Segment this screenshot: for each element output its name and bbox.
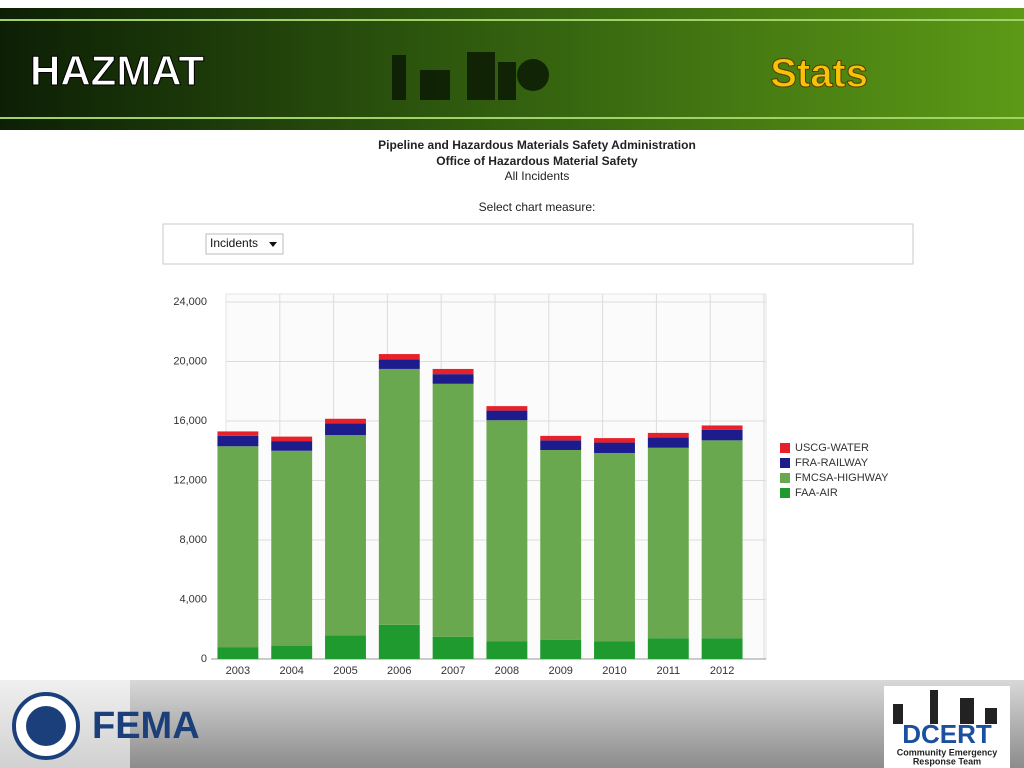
bar-segment [540,435,582,441]
cert-caption: Response Team [913,756,981,766]
x-tick-label: 2008 [495,665,519,677]
bar-segment [647,437,689,448]
bar-segment [432,368,474,375]
footer-band [0,680,1024,768]
bar-segment [701,440,743,639]
bar-segment [378,368,420,625]
chart-title: Pipeline and Hazardous Materials Safety … [378,138,696,152]
skyline [392,52,549,100]
bar-segment [325,635,366,659]
bar-segment [325,418,366,424]
legend-swatch [780,458,790,468]
section-title: Stats [770,52,868,96]
control-label: Select chart measure: [479,200,596,214]
legend-label: FMCSA-HIGHWAY [795,472,889,484]
y-tick-label: 8,000 [179,534,207,546]
bar-segment [378,624,420,659]
y-tick-label: 16,000 [173,415,207,427]
bar-segment [486,420,528,642]
bar-segment [217,431,259,436]
bar-segment [647,447,689,639]
bar-segment [540,639,582,659]
dropdown-arrow[interactable] [269,242,277,247]
annotation: All Incidents [505,169,570,183]
x-tick-label: 2005 [333,665,357,677]
x-tick-label: 2006 [387,665,411,677]
bar-segment [540,440,582,451]
chart-subtitle: Office of Hazardous Material Safety [436,154,638,168]
bar-segment [701,429,743,441]
bar-segment [594,438,635,443]
x-tick-label: 2011 [656,665,680,677]
bar-segment [378,354,420,360]
x-tick-label: 2007 [441,665,465,677]
bar-segment [486,410,528,421]
x-tick-label: 2003 [226,665,250,677]
bar-segment [486,641,528,659]
x-tick-label: 2009 [548,665,572,677]
legend-label: USCG-WATER [795,442,869,454]
bar-segment [486,406,528,411]
bar-segment [217,446,259,648]
bar-segment [647,432,689,438]
dropdown-value[interactable]: Incidents [210,236,258,250]
control-box [162,223,914,265]
cert-caption: Community Emergency [897,747,998,757]
cert-logo-box [884,686,1010,768]
fema-logo: FEMA [92,705,200,747]
cert-logo: DCERT [902,719,992,749]
bar-segment [432,374,474,384]
dhs-seal-center [26,706,66,746]
bar-segment [701,425,743,430]
bar-segment [271,450,313,646]
bar-segment [325,423,366,436]
slide-title: HAZMAT [30,47,205,94]
cert-skyline [893,690,997,724]
bar-segment [432,383,474,637]
bar-segment [378,359,420,369]
legend-swatch [780,488,790,498]
bar-segment [594,442,635,453]
bar-segment [217,435,259,447]
legend-swatch [780,443,790,453]
y-tick-label: 0 [201,653,207,665]
bar-segment [540,450,582,640]
bar-segment [271,645,313,659]
bar-segment [432,636,474,659]
x-tick-label: 2010 [602,665,626,677]
x-tick-label: 2004 [279,665,303,677]
dropdown[interactable] [205,233,284,255]
bar-segment [217,647,259,659]
y-tick-label: 20,000 [173,355,207,367]
legend-swatch [780,473,790,483]
bar-segment [271,441,313,451]
bar-segment [325,435,366,636]
legend-label: FAA-AIR [795,487,838,499]
x-tick-label: 2012 [710,665,734,677]
legend-label: FRA-RAILWAY [795,457,869,469]
y-tick-label: 12,000 [173,474,207,486]
bar-segment [647,638,689,659]
bar-segment [594,452,635,642]
y-tick-label: 4,000 [179,593,207,605]
bar-segment [271,436,313,442]
bar-segment [701,638,743,659]
bar-segment [594,641,635,659]
y-tick-label: 24,000 [173,296,207,308]
